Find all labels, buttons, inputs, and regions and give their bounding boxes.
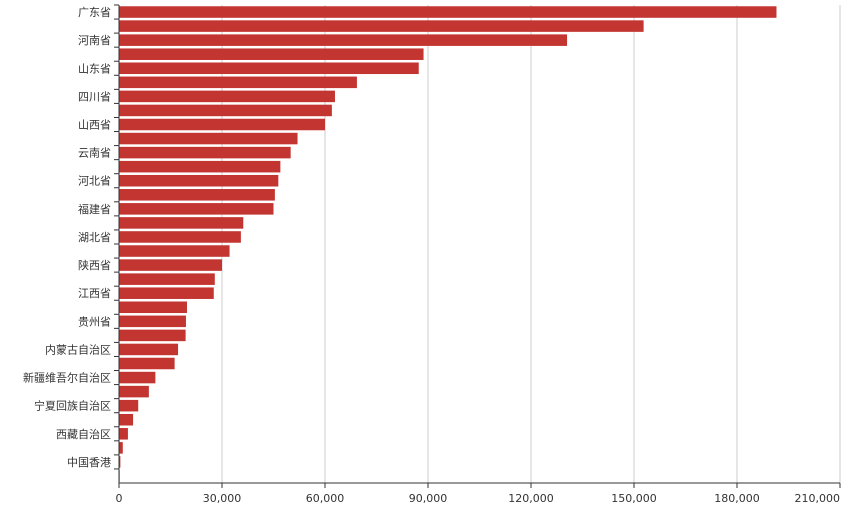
x-tick-label: 90,000 [409, 492, 448, 505]
y-category-label: 福建省 [78, 202, 111, 216]
y-category-label: 中国香港 [67, 456, 111, 469]
y-category-label: 西藏自治区 [56, 427, 111, 441]
bar[interactable] [119, 6, 777, 18]
y-category-label: 陕西省 [78, 258, 111, 272]
y-category-label: 宁夏回族自治区 [34, 399, 111, 413]
y-category-label: 广东省 [78, 6, 111, 19]
x-tick-label: 180,000 [714, 492, 760, 505]
bar[interactable] [119, 174, 279, 187]
x-tick-label: 30,000 [203, 492, 242, 505]
y-category-label: 山东省 [78, 62, 111, 75]
bar[interactable] [119, 343, 179, 356]
bar[interactable] [119, 90, 335, 103]
bar[interactable] [119, 245, 230, 257]
x-tick-label: 0 [116, 492, 123, 505]
bar[interactable] [119, 189, 275, 201]
y-category-label: 新疆维吾尔自治区 [23, 371, 111, 385]
bar[interactable] [119, 104, 332, 117]
bar[interactable] [119, 287, 214, 299]
bar[interactable] [119, 385, 149, 398]
bar[interactable] [119, 371, 156, 384]
bar[interactable] [119, 442, 123, 454]
bar[interactable] [119, 217, 244, 229]
bar[interactable] [119, 329, 186, 342]
bar[interactable] [119, 132, 298, 145]
axis-layer [114, 4, 841, 488]
bar[interactable] [119, 273, 215, 285]
bar[interactable] [119, 146, 291, 159]
y-category-label: 贵州省 [78, 315, 111, 328]
bar[interactable] [119, 399, 139, 412]
y-category-label: 四川省 [78, 90, 111, 103]
bar[interactable] [119, 301, 187, 314]
bar[interactable] [119, 231, 241, 243]
y-category-label: 内蒙古自治区 [45, 342, 111, 356]
bar[interactable] [119, 413, 134, 426]
x-tick-label: 150,000 [611, 492, 657, 505]
bar[interactable] [119, 315, 186, 328]
y-category-label: 湖北省 [78, 231, 111, 244]
y-category-label: 山西省 [78, 119, 111, 132]
bar[interactable] [119, 76, 357, 89]
bar[interactable] [119, 118, 325, 131]
y-category-label: 河南省 [78, 34, 111, 47]
bar[interactable] [119, 456, 121, 468]
x-tick-label: 210,000 [795, 492, 841, 505]
bar[interactable] [119, 357, 175, 370]
bar[interactable] [119, 20, 644, 32]
y-category-label: 云南省 [78, 147, 111, 160]
bar-layer [119, 6, 777, 482]
bar[interactable] [119, 428, 128, 440]
label-layer: 0 30,000 60,000 90,000 120,000 150,000 180,000… [23, 6, 840, 505]
x-tick-label: 120,000 [508, 492, 554, 505]
bar[interactable] [119, 203, 274, 215]
bar[interactable] [119, 48, 424, 60]
y-category-label: 江西省 [78, 287, 111, 300]
x-tick-label: 60,000 [306, 492, 345, 505]
y-category-label: 河北省 [78, 175, 111, 188]
bar[interactable] [119, 62, 419, 75]
bar[interactable] [119, 160, 281, 173]
bar[interactable] [119, 34, 568, 46]
bar[interactable] [119, 259, 222, 271]
